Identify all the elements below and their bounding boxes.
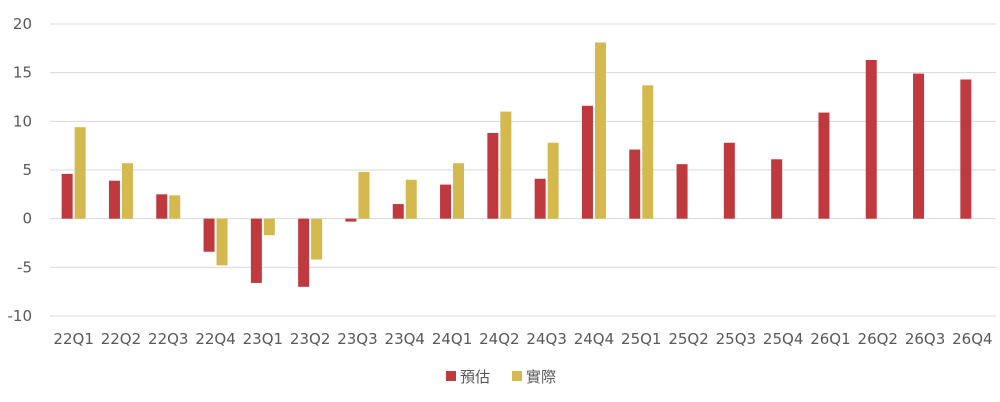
actual-bar-22Q1 [74, 127, 86, 219]
estimate-bar-26Q2 [865, 60, 877, 219]
estimate-bar-23Q4 [392, 204, 404, 219]
y-tick-label: 0 [22, 210, 32, 228]
y-tick-label: -10 [8, 307, 33, 325]
x-tick-label: 23Q2 [290, 330, 330, 348]
x-tick-label: 26Q3 [905, 330, 945, 348]
legend-label-estimate: 預估 [460, 368, 490, 386]
y-axis-ticks: -10 -5 0 5 10 15 20 [8, 15, 33, 325]
estimate-bar-24Q3 [534, 178, 546, 219]
x-tick-label: 22Q4 [195, 330, 235, 348]
x-tick-label: 24Q2 [479, 330, 519, 348]
x-tick-label: 26Q1 [810, 330, 850, 348]
estimate-bar-23Q1 [250, 218, 262, 283]
x-tick-label: 25Q4 [763, 330, 803, 348]
x-tick-label: 26Q2 [858, 330, 898, 348]
legend: 預估 實際 [446, 368, 556, 386]
y-tick-label: -5 [17, 258, 32, 276]
actual-bar-22Q2 [121, 163, 133, 219]
actual-bar-24Q4 [594, 42, 606, 219]
actual-bar-23Q3 [358, 171, 370, 219]
estimate-bar-23Q2 [298, 218, 310, 287]
y-tick-label: 5 [22, 161, 32, 179]
gridlines [50, 23, 996, 317]
estimate-bar-23Q3 [345, 218, 357, 222]
x-tick-label: 23Q1 [243, 330, 283, 348]
estimate-bar-22Q1 [61, 173, 73, 219]
estimate-bar-22Q2 [108, 180, 120, 219]
y-tick-label: 20 [13, 15, 32, 33]
x-tick-label: 25Q3 [716, 330, 756, 348]
actual-bar-24Q2 [500, 111, 512, 219]
x-tick-label: 25Q2 [668, 330, 708, 348]
actual-bar-22Q4 [216, 218, 228, 266]
legend-swatch-actual [512, 371, 522, 381]
estimate-bar-25Q3 [723, 142, 735, 219]
x-axis-ticks: 22Q1 22Q2 22Q3 22Q4 23Q1 23Q2 23Q3 23Q4 24Q1 24Q2… [53, 330, 992, 348]
bars [61, 42, 972, 287]
x-tick-label: 23Q4 [385, 330, 425, 348]
estimate-bar-25Q1 [629, 149, 641, 219]
actual-bar-23Q4 [405, 179, 417, 219]
actual-bar-25Q1 [642, 85, 654, 219]
x-tick-label: 24Q1 [432, 330, 472, 348]
y-tick-label: 10 [13, 112, 32, 130]
estimate-bar-26Q3 [913, 73, 925, 219]
actual-bar-23Q2 [311, 218, 323, 260]
estimate-bar-24Q1 [440, 184, 452, 219]
x-tick-label: 25Q1 [621, 330, 661, 348]
x-tick-label: 22Q3 [148, 330, 188, 348]
legend-swatch-estimate [446, 371, 456, 381]
x-tick-label: 24Q4 [574, 330, 614, 348]
estimate-bar-24Q4 [581, 105, 593, 219]
x-tick-label: 23Q3 [337, 330, 377, 348]
actual-bar-23Q1 [263, 218, 275, 236]
y-tick-label: 15 [13, 64, 32, 82]
estimate-bar-25Q4 [771, 159, 783, 219]
estimate-bar-22Q3 [156, 194, 168, 219]
x-tick-label: 26Q4 [952, 330, 992, 348]
actual-bar-24Q1 [453, 163, 465, 219]
estimate-bar-25Q2 [676, 164, 688, 219]
estimate-bar-24Q2 [487, 133, 499, 219]
legend-label-actual: 實際 [526, 368, 556, 386]
x-tick-label: 22Q2 [101, 330, 141, 348]
estimate-bar-26Q1 [818, 112, 830, 219]
actual-bar-22Q3 [169, 195, 181, 219]
x-tick-label: 24Q3 [526, 330, 566, 348]
estimate-bar-22Q4 [203, 218, 215, 252]
estimate-bar-26Q4 [960, 79, 972, 219]
x-tick-label: 22Q1 [53, 330, 93, 348]
actual-bar-24Q3 [547, 142, 559, 219]
